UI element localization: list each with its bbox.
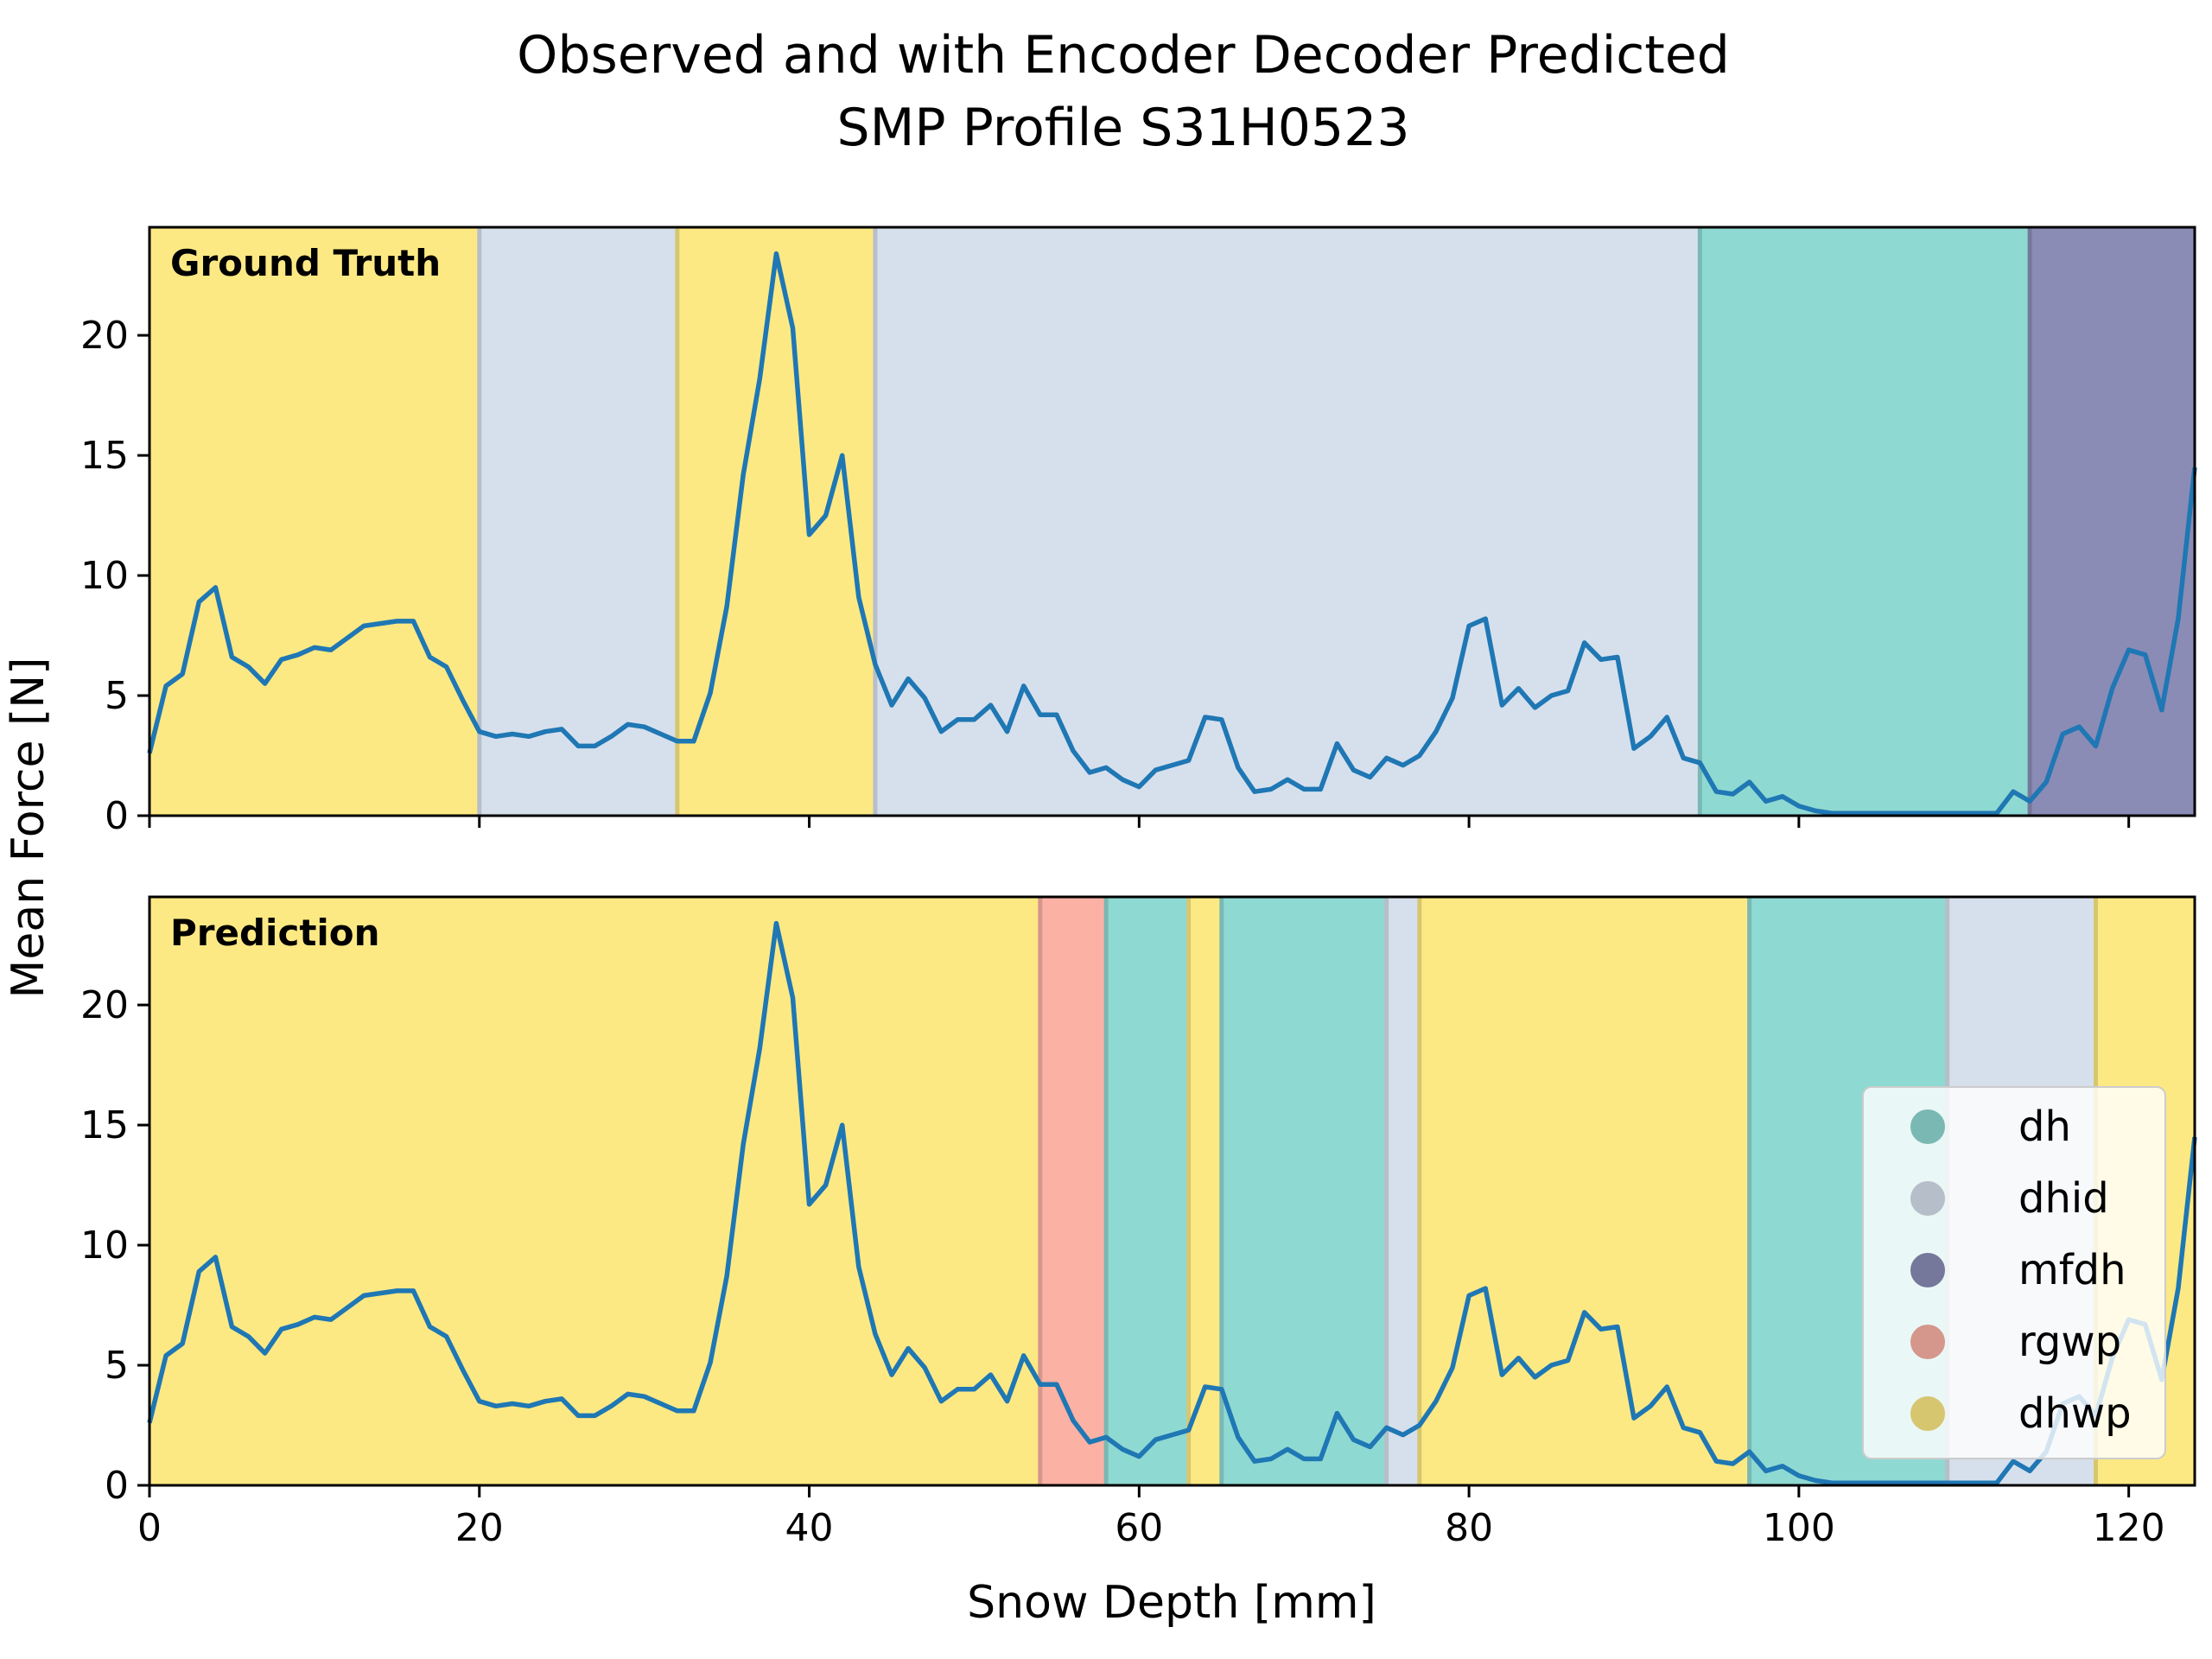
prediction-label: Prediction <box>170 912 380 954</box>
ground-truth-bands <box>149 227 2195 816</box>
x-tick-label-60: 60 <box>1115 1506 1163 1550</box>
prediction-band-4-dh <box>1221 897 1387 1485</box>
x-axis-label: Snow Depth [mm] <box>967 1577 1376 1629</box>
y-axis-label: Mean Force [N] <box>3 658 54 999</box>
prediction-y-tick-label-5: 5 <box>105 1344 129 1388</box>
legend-marker-dh <box>1910 1109 1945 1144</box>
x-tick-label-120: 120 <box>2093 1506 2165 1550</box>
x-tick-label-0: 0 <box>137 1506 162 1550</box>
ground-truth-band-3-dhid <box>874 227 1700 816</box>
legend-box <box>1862 1086 2166 1459</box>
legend-label-dh: dh <box>2018 1103 2071 1151</box>
legend: dh dhid mfdh rgwp dhwp <box>1862 1086 2166 1459</box>
legend-label-mfdh: mfdh <box>2018 1246 2126 1294</box>
ground-truth-band-2-dhwp <box>677 227 875 816</box>
legend-marker-rgwp <box>1910 1325 1945 1359</box>
prediction-y-tick-label-15: 15 <box>80 1103 129 1147</box>
prediction-band-1-rgwp <box>1039 897 1107 1485</box>
prediction-y-tick-label-10: 10 <box>80 1224 129 1268</box>
prediction-ticks: 0 20 40 60 80 100 120 0 5 10 15 20 <box>80 983 2165 1550</box>
prediction-band-6-dhwp <box>1419 897 1750 1485</box>
ground-truth-force-series-line <box>147 251 2197 816</box>
ground-truth-y-tick-label-15: 15 <box>80 434 129 478</box>
ground-truth-frame <box>148 226 2196 817</box>
prediction-y-tick-label-0: 0 <box>105 1464 129 1508</box>
x-tick-label-40: 40 <box>785 1506 834 1550</box>
legend-marker-dhwp <box>1910 1396 1945 1431</box>
x-tick-label-80: 80 <box>1445 1506 1493 1550</box>
prediction-band-5-dhid <box>1386 897 1420 1485</box>
x-tick-label-20: 20 <box>455 1506 504 1550</box>
ground-truth-y-tick-label-10: 10 <box>80 554 129 598</box>
chart-title-line-2: SMP Profile S31H0523 <box>837 98 1410 158</box>
prediction-line-layer <box>147 920 2197 1485</box>
ground-truth-band-1-dhid <box>479 227 677 816</box>
ground-truth-line-layer <box>147 251 2197 816</box>
legend-label-dhid: dhid <box>2018 1174 2109 1223</box>
prediction-force-series-line <box>147 920 2197 1485</box>
ground-truth-label: Ground Truth <box>170 242 441 284</box>
ground-truth-panel: 0 5 10 15 20 Ground Truth <box>80 226 2197 838</box>
x-tick-label-100: 100 <box>1763 1506 1835 1550</box>
legend-marker-dhid <box>1910 1181 1945 1216</box>
prediction-band-0-dhwp <box>149 897 1040 1485</box>
prediction-band-3-dhwp <box>1188 897 1222 1485</box>
prediction-y-tick-label-20: 20 <box>80 983 129 1027</box>
legend-marker-mfdh <box>1910 1253 1945 1287</box>
ground-truth-y-tick-label-20: 20 <box>80 314 129 358</box>
ground-truth-ticks: 0 5 10 15 20 <box>80 314 2131 838</box>
ground-truth-band-0-dhwp <box>149 227 480 816</box>
prediction-frame <box>148 895 2196 1487</box>
ground-truth-y-tick-label-5: 5 <box>105 674 129 718</box>
prediction-band-2-dh <box>1106 897 1189 1485</box>
ground-truth-band-4-dh <box>1700 227 2031 816</box>
ground-truth-y-tick-label-0: 0 <box>105 794 129 838</box>
legend-label-rgwp: rgwp <box>2018 1318 2121 1366</box>
legend-label-dhwp: dhwp <box>2018 1389 2132 1438</box>
ground-truth-band-5-mfdh <box>2030 227 2195 816</box>
chart-title-line-1: Observed and with Encoder Decoder Predic… <box>517 25 1730 86</box>
